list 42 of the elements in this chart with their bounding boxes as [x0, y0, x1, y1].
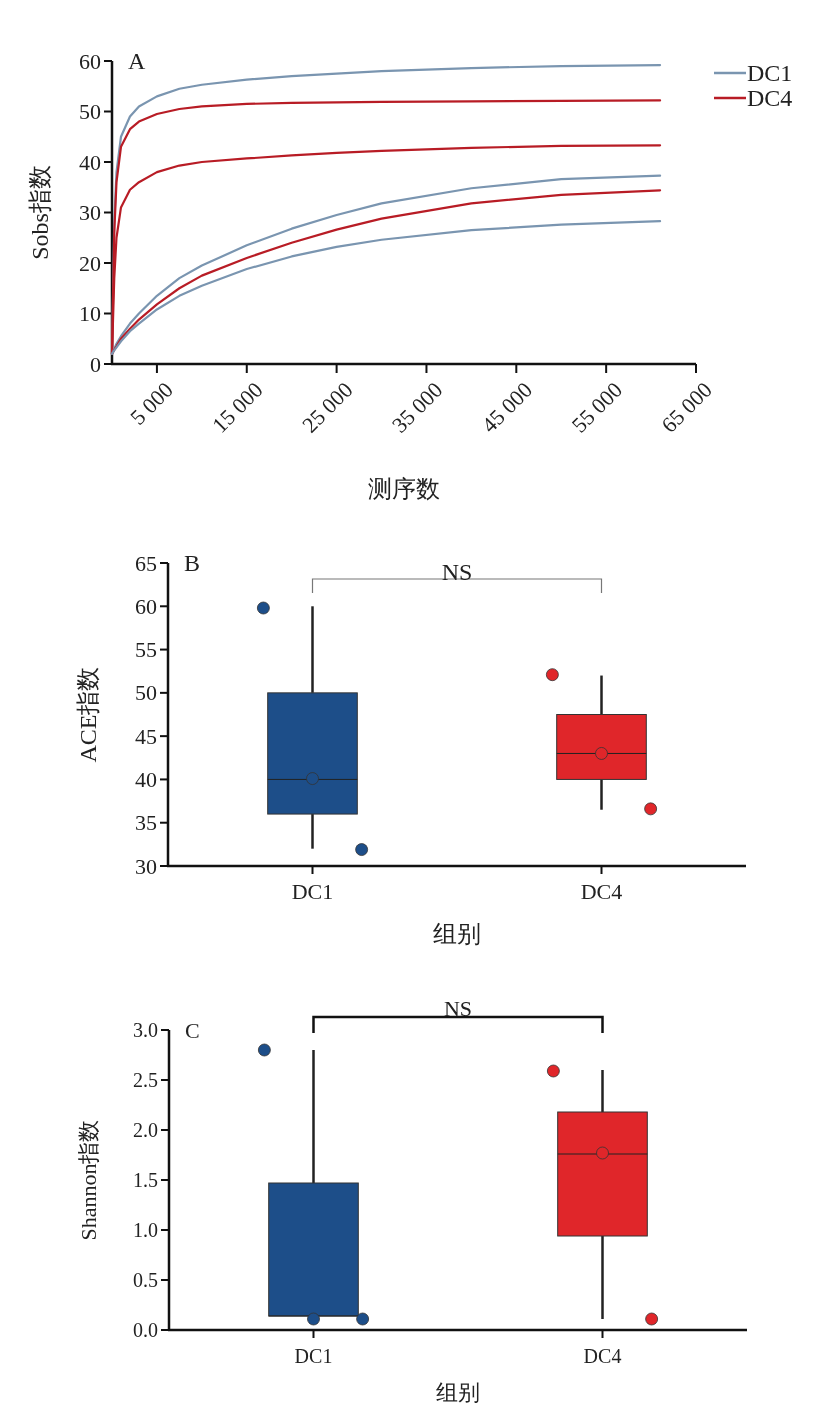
y-tick-label: 2.0: [133, 1119, 158, 1141]
y-tick-label: 30: [79, 200, 101, 225]
y-tick-label: 2.5: [133, 1069, 158, 1091]
y-tick-label: 1.0: [133, 1219, 158, 1241]
x-axis-title: 组别: [433, 921, 481, 947]
annotation: NS: [441, 559, 473, 585]
chart-title: A: [128, 48, 146, 74]
y-tick-label: 55: [135, 637, 157, 663]
y-tick-label: 45: [135, 723, 157, 749]
x-tick-label: 65 000: [656, 377, 717, 438]
text: NS: [443, 995, 473, 1021]
y-tick-label: 3.0: [133, 1019, 158, 1041]
y-tick-label: 60: [135, 593, 157, 619]
chart-title: B: [184, 550, 201, 576]
x-tick-label: 35 000: [386, 377, 448, 438]
y-axis-title: Sobs指数: [27, 165, 53, 260]
x-axis-title: 组别: [436, 1380, 480, 1405]
y-tick-label: 60: [79, 48, 101, 74]
y-tick-label: 65: [135, 550, 157, 576]
y-tick-label: 35: [135, 810, 157, 836]
legend-label: DC1: [747, 60, 793, 86]
y-tick-label: 1.5: [133, 1169, 158, 1191]
y-tick-label: 50: [135, 680, 157, 706]
y-tick-label: 30: [135, 853, 157, 879]
y-tick-label: 40: [135, 766, 157, 792]
x-tick-label: 25 000: [297, 377, 358, 438]
chart-title: C: [185, 1018, 200, 1043]
y-tick-label: 0: [90, 351, 101, 377]
y-tick-label: 0.5: [133, 1269, 158, 1291]
x-tick-label: 55 000: [566, 377, 627, 438]
y-tick-label: 40: [79, 149, 101, 175]
x-tick-label: 45 000: [476, 377, 538, 438]
x-tick-label: 15 000: [207, 377, 268, 438]
x-tick-label: 5 000: [125, 377, 178, 430]
y-tick-label: 50: [79, 99, 101, 124]
y-tick-label: 10: [79, 301, 101, 326]
legend-label: DC4: [747, 85, 793, 111]
y-tick-label: 0.0: [133, 1319, 158, 1341]
y-axis-title: ACE指数: [75, 666, 101, 763]
y-axis-title: Shannon指数: [75, 1119, 101, 1241]
y-tick-label: 20: [79, 250, 101, 276]
x-axis-title: 测序数: [368, 476, 440, 502]
